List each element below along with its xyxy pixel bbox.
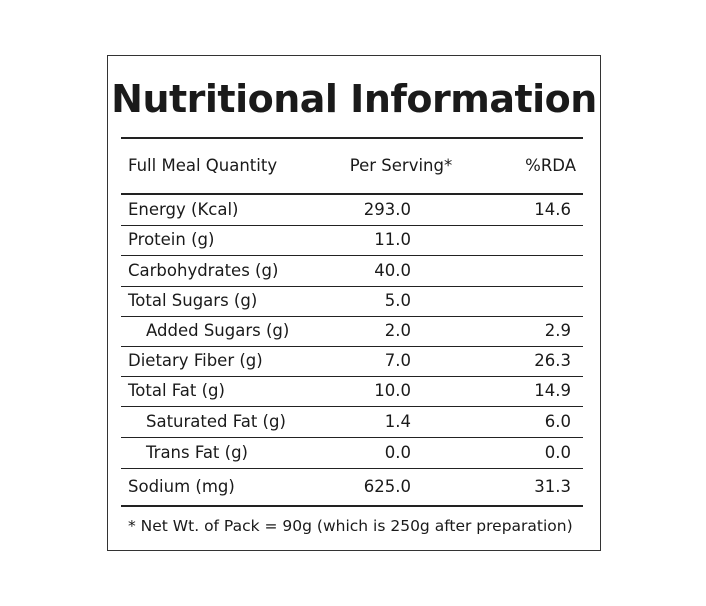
per-serving: 10.0 (374, 381, 411, 400)
rule (121, 315, 583, 317)
per-serving: 11.0 (374, 230, 411, 249)
per-serving: 293.0 (363, 199, 411, 219)
rda: 26.3 (534, 351, 571, 370)
rda: 14.9 (534, 381, 571, 400)
per-serving: 40.0 (374, 260, 411, 280)
per-serving: 2.0 (384, 321, 411, 340)
nutrient-name: Carbohydrates (g) (128, 260, 279, 280)
rule (121, 436, 583, 438)
rule (121, 224, 583, 226)
title: Nutritional Information (111, 77, 597, 121)
rule (121, 375, 583, 377)
nutrition-panel: Nutritional Information Full Meal Quanti… (107, 55, 601, 551)
per-serving: 0.0 (384, 442, 411, 462)
per-serving: 1.4 (384, 411, 411, 431)
rda: 2.9 (544, 321, 571, 340)
nutrient-name: Total Fat (g) (128, 381, 225, 400)
column-header: Per Serving* (349, 156, 453, 175)
rda: 14.6 (534, 199, 571, 219)
column-header: %RDA (525, 156, 576, 175)
rule (121, 467, 583, 469)
per-serving: 5.0 (384, 291, 411, 310)
nutrient-name: Sodium (mg) (128, 477, 235, 496)
rda: 0.0 (544, 442, 571, 462)
rule (121, 137, 583, 139)
rule (121, 505, 583, 507)
rda: 6.0 (544, 411, 571, 431)
rule (121, 345, 583, 347)
rule (121, 285, 583, 287)
nutrient-name: Trans Fat (g) (146, 442, 248, 462)
rule (121, 193, 583, 195)
nutrient-name: Protein (g) (128, 230, 215, 249)
nutrient-name: Energy (Kcal) (128, 199, 239, 219)
footnote: * Net Wt. of Pack = 90g (which is 250g a… (128, 517, 573, 535)
nutrient-name: Saturated Fat (g) (146, 411, 286, 431)
rule (121, 405, 583, 407)
rda: 31.3 (534, 477, 571, 496)
rule (121, 254, 583, 256)
nutrient-name: Total Sugars (g) (128, 291, 258, 310)
column-header: Full Meal Quantity (128, 156, 278, 175)
nutrient-name: Dietary Fiber (g) (128, 351, 263, 370)
per-serving: 625.0 (363, 477, 411, 496)
nutrient-name: Added Sugars (g) (146, 321, 290, 340)
per-serving: 7.0 (384, 351, 411, 370)
